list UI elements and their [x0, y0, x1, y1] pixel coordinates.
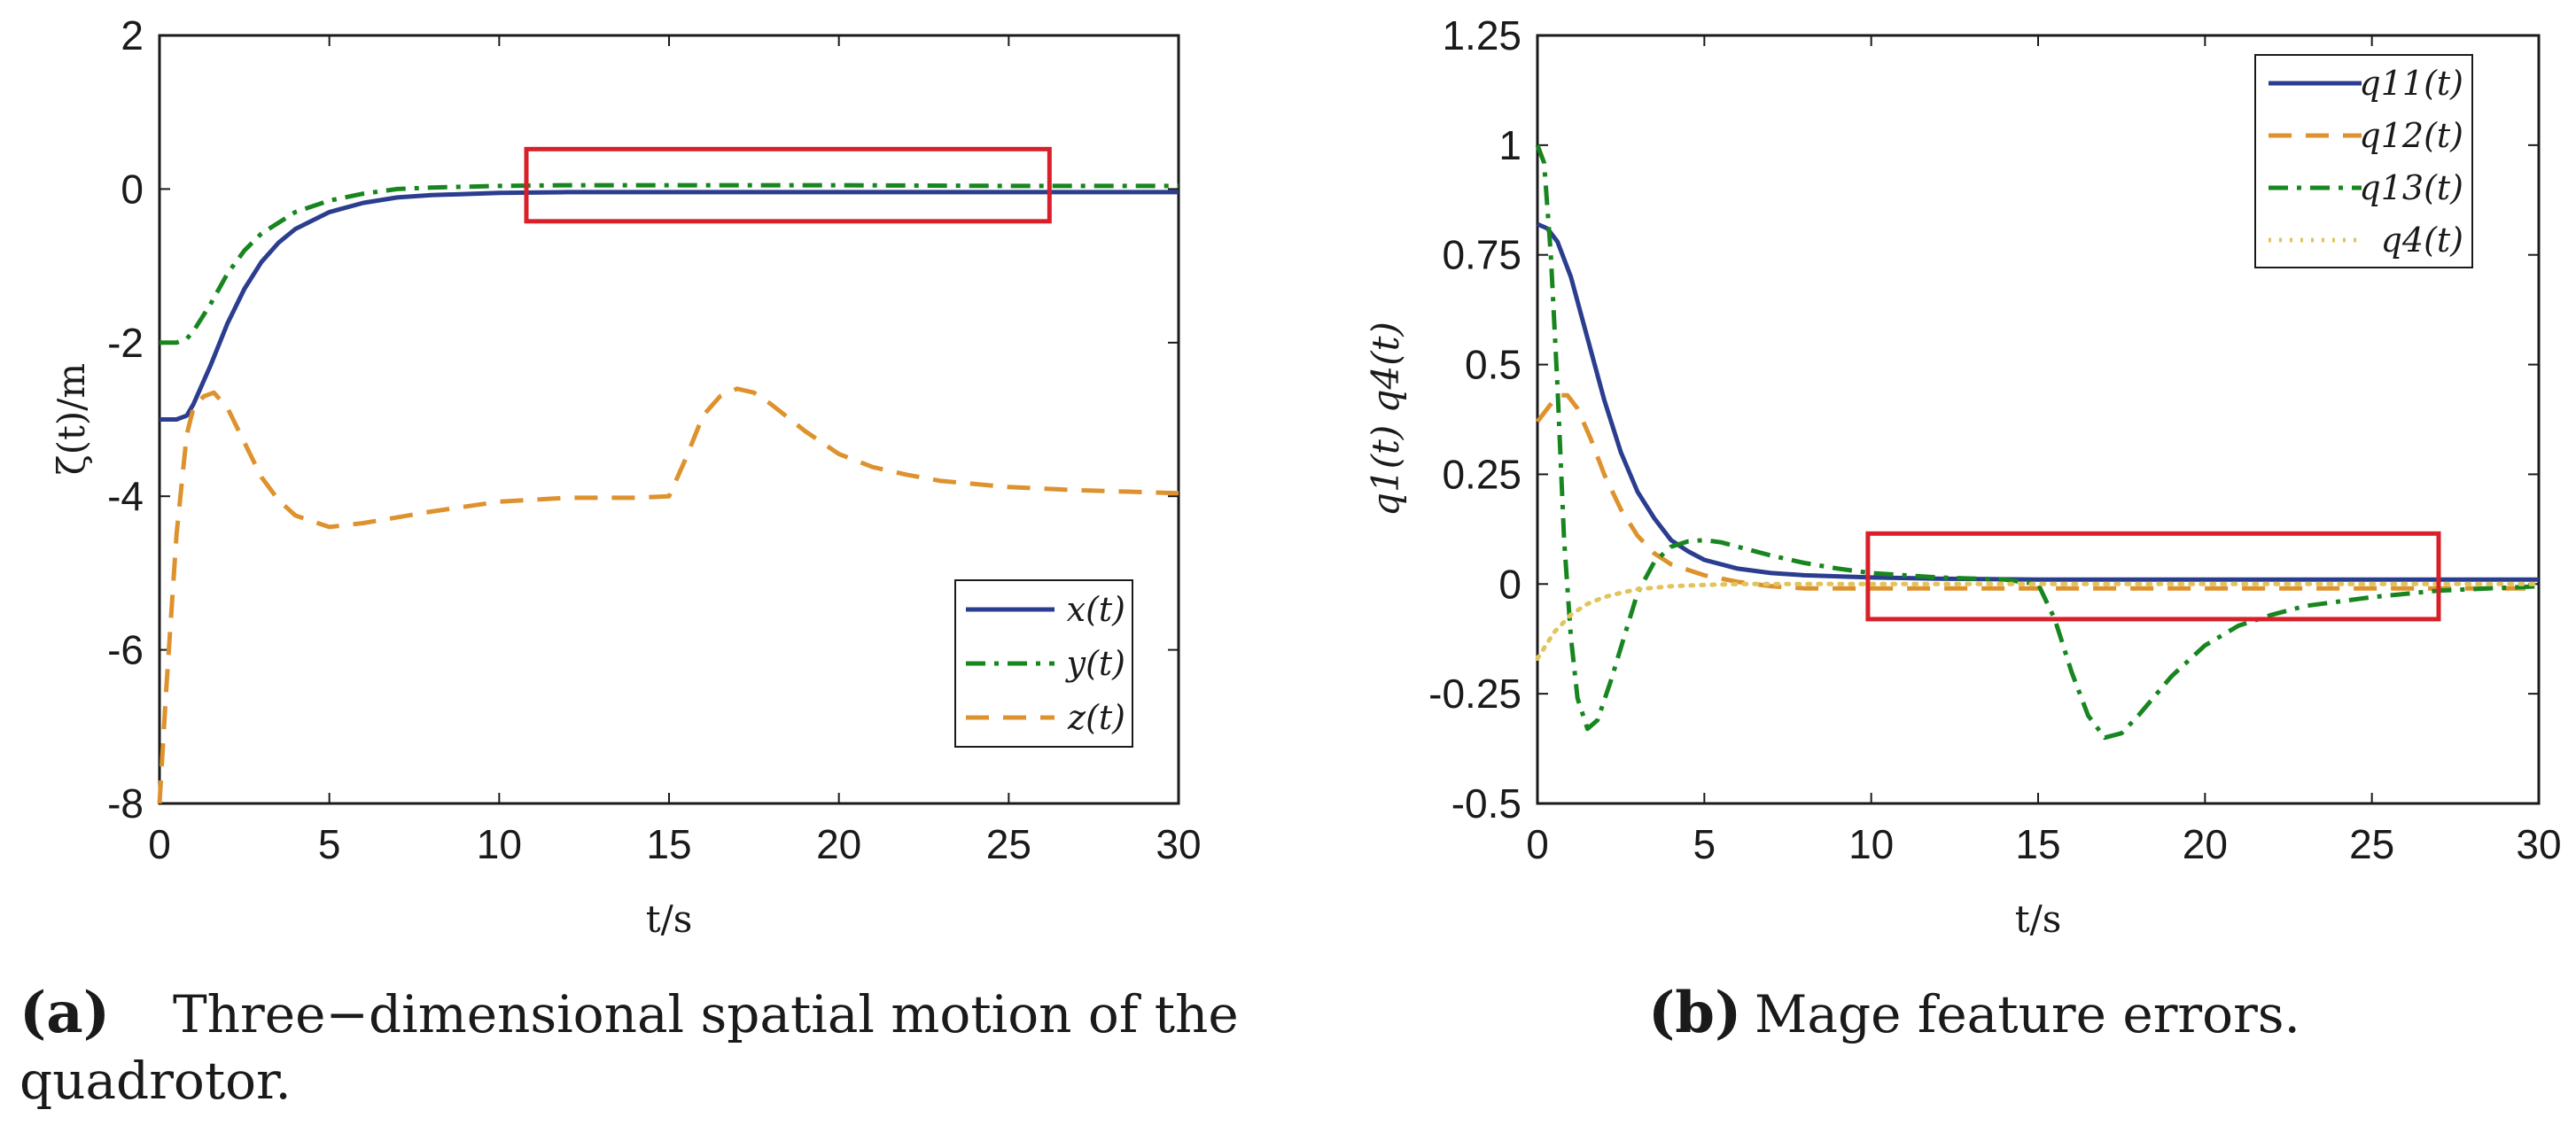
- a-ytick-label: 0: [121, 166, 144, 212]
- chart-b-xlabel: t/s: [2015, 897, 2062, 941]
- a-xtick-label: 0: [148, 821, 171, 867]
- b-series-3-line: [1535, 581, 2541, 661]
- b-series-1-line: [1536, 392, 2539, 591]
- b-legend-label-1: q12(t): [2359, 116, 2463, 155]
- b-ytick-label: 0.75: [1442, 232, 1521, 278]
- chart-b-caption-line1: Mage feature errors.: [1755, 984, 2300, 1044]
- chart-a-caption-letter: (a): [19, 980, 110, 1046]
- b-xtick-label: 10: [1848, 821, 1894, 867]
- b-ytick-label: 1: [1498, 122, 1521, 168]
- a-ytick-label: -4: [107, 473, 144, 519]
- b-ytick-label: -0.5: [1451, 780, 1521, 826]
- chart-b-highlight-box: [1865, 531, 2441, 622]
- b-xtick-label: 25: [2349, 821, 2394, 867]
- a-xtick-label: 10: [477, 821, 522, 867]
- chart-b-legend: q11(t) q12(t) q13(t) q4(t): [2254, 54, 2473, 268]
- a-xtick-label: 15: [646, 821, 691, 867]
- chart-a-caption-line2: quadrotor.: [19, 1051, 292, 1111]
- a-ytick-label: -6: [107, 627, 144, 673]
- b-ytick-label: 0.25: [1442, 451, 1521, 497]
- a-xtick-label: 20: [816, 821, 861, 867]
- chart-a-caption-line1: Three−dimensional spatial motion of the: [173, 984, 1239, 1044]
- a-legend-label-0: x(t): [1067, 590, 1125, 629]
- b-legend-label-3: q4(t): [2381, 221, 2463, 260]
- b-legend-label-0: q11(t): [2359, 64, 2463, 103]
- a-ytick-label: -2: [107, 320, 144, 366]
- a-legend-label-1: y(t): [1065, 644, 1125, 683]
- chart-b-legend-box: [2254, 54, 2473, 268]
- b-ytick-label: 0: [1498, 561, 1521, 607]
- b-xtick-label: 15: [2015, 821, 2060, 867]
- a-series-2-line: [157, 386, 1179, 804]
- a-ytick-label: 2: [121, 12, 144, 58]
- b-legend-label-2: q13(t): [2359, 168, 2463, 207]
- chart-a-xlabel: t/s: [646, 897, 693, 941]
- chart-b-ylabel: q1(t) q4(t): [1364, 322, 1407, 516]
- a-series-0-line: [160, 190, 1179, 422]
- b-ytick-label: 0.5: [1465, 342, 1521, 388]
- b-xtick-label: 30: [2516, 821, 2561, 867]
- b-ytick-label: -0.25: [1428, 671, 1521, 717]
- b-xtick-label: 20: [2183, 821, 2228, 867]
- chart-a-ylabel: ζ(t)/m: [50, 363, 93, 475]
- a-xtick-label: 25: [986, 821, 1031, 867]
- a-ytick-label: -8: [107, 780, 144, 826]
- chart-a-highlight-box: [524, 146, 1052, 224]
- a-xtick-label: 5: [318, 821, 341, 867]
- chart-a-legend: x(t) y(t) z(t): [954, 579, 1133, 748]
- b-ytick-label: 1.25: [1442, 12, 1521, 58]
- chart-b: 0 5 10 15 20 25 30 -0.5 -0.25 0 0.25 0.5 0.75 1 1.25 q…: [1364, 12, 2562, 1046]
- a-xtick-label: 30: [1156, 821, 1201, 867]
- b-xtick-label: 0: [1526, 821, 1549, 867]
- b-series-2-line: [1535, 144, 2540, 741]
- a-legend-label-2: z(t): [1067, 698, 1125, 737]
- chart-b-caption-letter: (b): [1648, 980, 1741, 1046]
- chart-a: 0 5 10 15 20 25 30 -8 -6 -4 -2 0 2 ζ(t)/m t/s x(t) y(…: [19, 12, 1239, 1111]
- b-xtick-label: 5: [1693, 821, 1716, 867]
